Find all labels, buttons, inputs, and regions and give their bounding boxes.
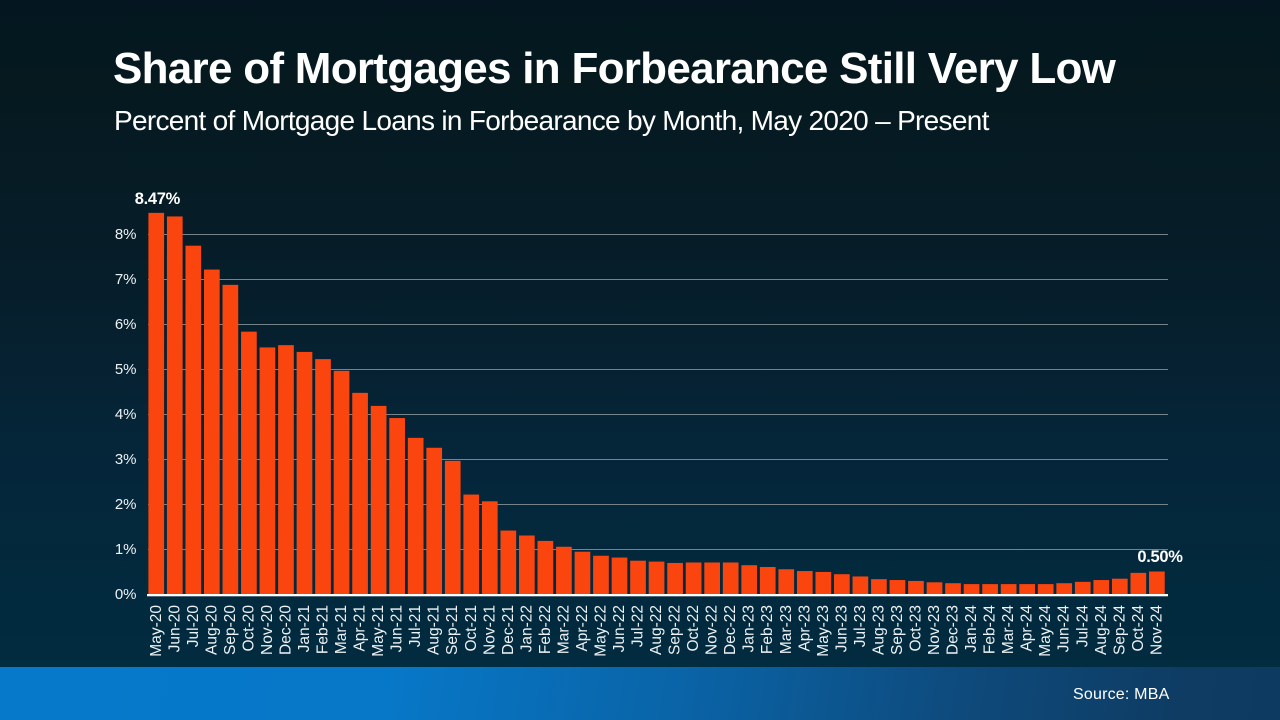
svg-text:Mar-21: Mar-21 <box>333 605 350 654</box>
svg-text:Feb-23: Feb-23 <box>759 605 776 654</box>
svg-text:Nov-23: Nov-23 <box>926 605 943 655</box>
svg-text:Dec-22: Dec-22 <box>722 605 739 655</box>
svg-text:3%: 3% <box>115 451 137 468</box>
svg-text:Jul-23: Jul-23 <box>852 605 869 647</box>
svg-text:Jan-23: Jan-23 <box>741 605 758 652</box>
svg-text:Nov-21: Nov-21 <box>481 605 498 655</box>
svg-text:0.50%: 0.50% <box>1137 548 1183 566</box>
svg-text:Jul-22: Jul-22 <box>630 605 647 647</box>
svg-text:Sep-20: Sep-20 <box>222 605 239 655</box>
svg-text:Oct-20: Oct-20 <box>240 605 257 652</box>
svg-text:May-22: May-22 <box>592 605 609 657</box>
svg-text:Apr-21: Apr-21 <box>352 605 369 652</box>
svg-text:Sep-23: Sep-23 <box>889 605 906 655</box>
svg-text:May-23: May-23 <box>815 605 832 657</box>
svg-text:Aug-20: Aug-20 <box>203 605 220 655</box>
svg-text:Feb-24: Feb-24 <box>982 605 999 654</box>
svg-text:Nov-24: Nov-24 <box>1148 605 1165 655</box>
svg-text:0%: 0% <box>115 586 137 603</box>
svg-text:Apr-23: Apr-23 <box>796 605 813 652</box>
svg-text:Oct-22: Oct-22 <box>685 605 702 652</box>
svg-text:Nov-22: Nov-22 <box>704 605 721 655</box>
svg-text:Jun-24: Jun-24 <box>1056 605 1073 653</box>
svg-text:Dec-23: Dec-23 <box>945 605 962 655</box>
svg-text:7%: 7% <box>115 271 137 288</box>
svg-text:May-24: May-24 <box>1037 605 1054 657</box>
svg-text:Oct-21: Oct-21 <box>463 605 480 652</box>
svg-text:Sep-22: Sep-22 <box>667 605 684 655</box>
svg-text:6%: 6% <box>115 316 137 333</box>
svg-text:Mar-22: Mar-22 <box>555 605 572 654</box>
svg-text:2%: 2% <box>115 496 137 513</box>
svg-text:Jan-22: Jan-22 <box>518 605 535 652</box>
svg-text:Aug-22: Aug-22 <box>648 605 665 655</box>
svg-text:Aug-21: Aug-21 <box>426 605 443 655</box>
svg-text:Jun-22: Jun-22 <box>611 605 628 652</box>
svg-text:Jun-20: Jun-20 <box>166 605 183 653</box>
svg-text:May-21: May-21 <box>370 605 387 657</box>
svg-text:Oct-23: Oct-23 <box>907 605 924 652</box>
svg-text:Feb-22: Feb-22 <box>537 605 554 654</box>
svg-text:Jul-20: Jul-20 <box>185 605 202 648</box>
svg-text:Jan-24: Jan-24 <box>963 605 980 653</box>
svg-text:Dec-21: Dec-21 <box>500 605 517 655</box>
svg-text:Dec-20: Dec-20 <box>277 605 294 655</box>
svg-text:Jun-23: Jun-23 <box>833 605 850 652</box>
svg-text:8%: 8% <box>115 226 137 243</box>
svg-text:5%: 5% <box>115 361 137 378</box>
svg-text:Jan-21: Jan-21 <box>296 605 313 652</box>
svg-text:8.47%: 8.47% <box>135 190 181 208</box>
svg-text:Jun-21: Jun-21 <box>389 605 406 652</box>
svg-text:Feb-21: Feb-21 <box>315 605 332 654</box>
svg-text:1%: 1% <box>115 541 137 558</box>
svg-text:Jul-24: Jul-24 <box>1074 605 1091 648</box>
svg-text:Aug-24: Aug-24 <box>1093 605 1110 655</box>
svg-text:4%: 4% <box>115 406 137 423</box>
svg-text:Oct-24: Oct-24 <box>1130 605 1147 652</box>
svg-text:Nov-20: Nov-20 <box>259 605 276 655</box>
svg-text:Apr-22: Apr-22 <box>574 605 591 652</box>
svg-text:May-20: May-20 <box>148 605 165 657</box>
svg-text:Aug-23: Aug-23 <box>870 605 887 655</box>
svg-text:Sep-24: Sep-24 <box>1111 605 1128 655</box>
svg-text:Jul-21: Jul-21 <box>407 605 424 647</box>
svg-text:Sep-21: Sep-21 <box>444 605 461 655</box>
svg-text:Apr-24: Apr-24 <box>1019 605 1036 652</box>
svg-text:Mar-24: Mar-24 <box>1000 605 1017 654</box>
svg-text:Mar-23: Mar-23 <box>778 605 795 654</box>
